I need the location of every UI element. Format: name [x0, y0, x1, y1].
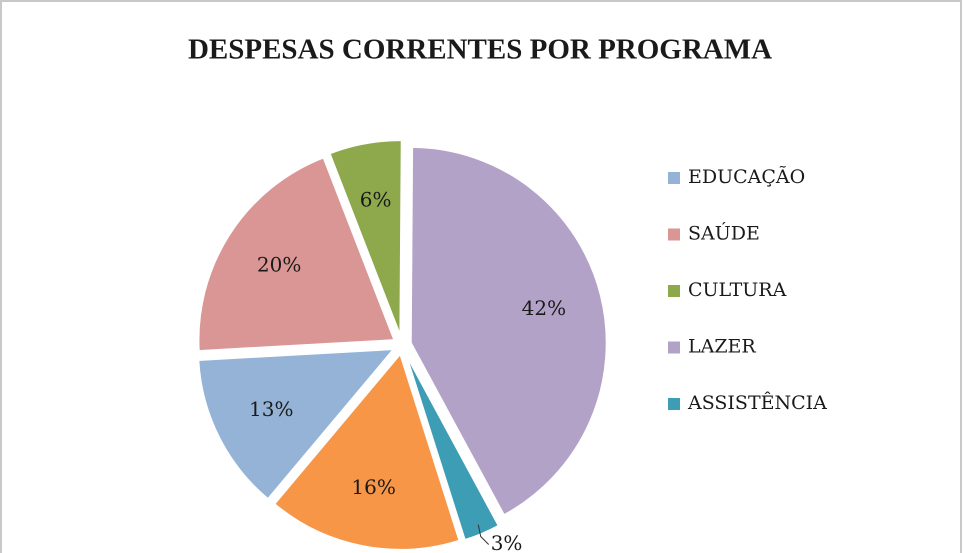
legend-swatch	[668, 228, 680, 241]
legend-swatch	[668, 341, 680, 354]
data-label: 6%	[360, 188, 392, 212]
chart-title: DESPESAS CORRENTES POR PROGRAMA	[188, 34, 772, 66]
pie-slice	[197, 347, 397, 501]
pie-slice	[404, 352, 501, 542]
leader-line	[477, 524, 490, 545]
legend-swatch	[668, 172, 680, 184]
legend-label: ASSISTÊNCIA	[687, 391, 827, 414]
data-label: 42%	[522, 296, 566, 320]
legend-label: CULTURA	[688, 279, 787, 301]
data-label: 16%	[351, 475, 395, 499]
legend-label: SAÚDE	[688, 222, 760, 245]
data-label: 20%	[257, 252, 301, 276]
data-label: 13%	[249, 397, 293, 421]
legend-label: LAZER	[688, 336, 756, 358]
pie-slice	[328, 139, 403, 337]
data-label: 3%	[491, 531, 523, 553]
pie-slice	[409, 145, 608, 517]
legend-swatch	[668, 285, 680, 297]
pie-slice	[197, 156, 396, 353]
pie-slice	[272, 351, 461, 551]
legend-label: EDUCAÇÃO	[688, 166, 805, 188]
legend-swatch	[668, 398, 680, 410]
